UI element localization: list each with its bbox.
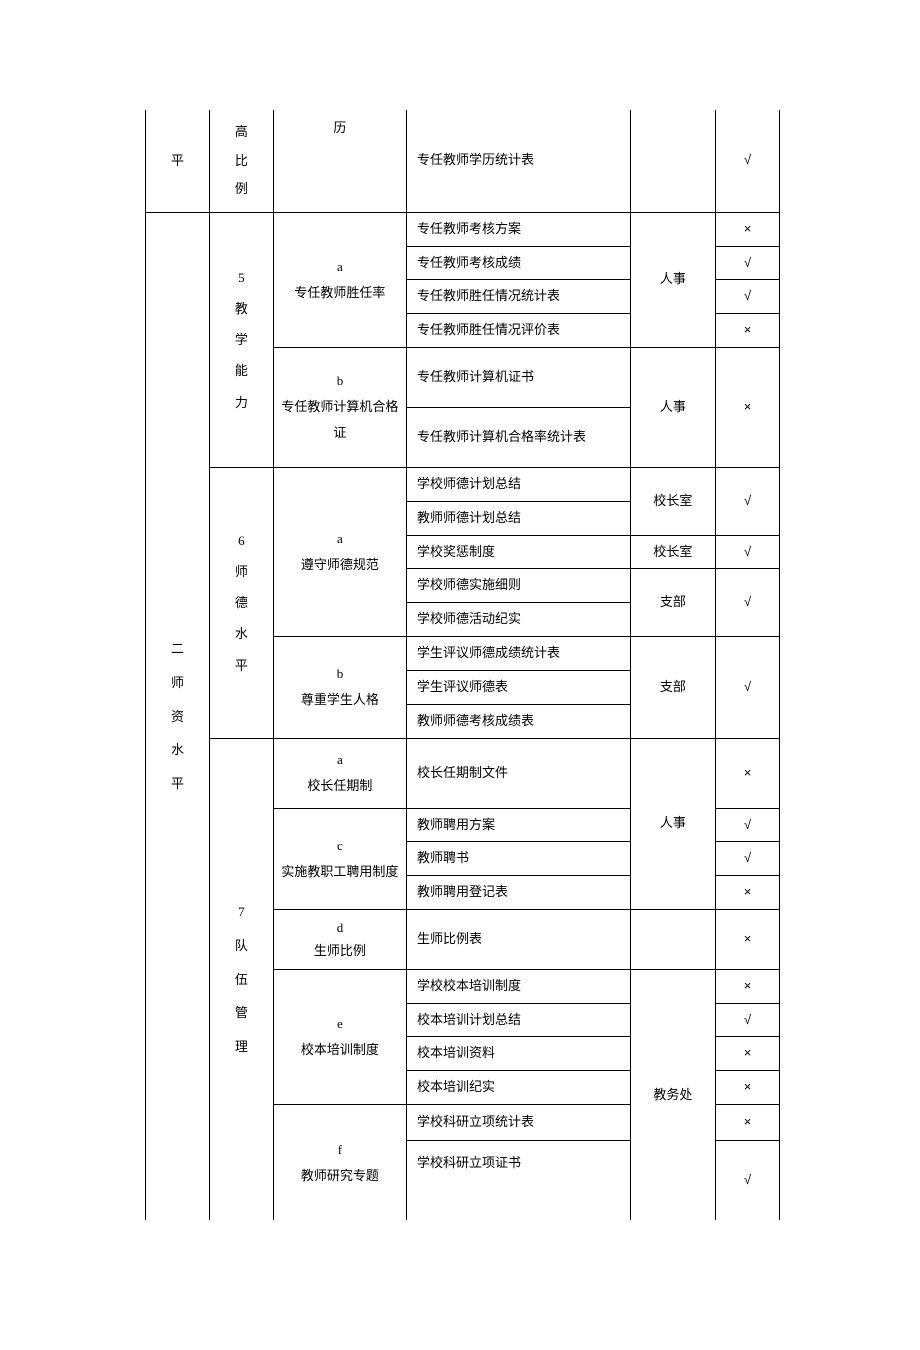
doc-cell: 教师师德计划总结: [407, 501, 631, 535]
doc-cell: 学生评议师德成绩统计表: [407, 637, 631, 671]
doc-cell: 专任教师考核成绩: [407, 246, 631, 280]
section-col1: 二 师 资 水 平: [146, 212, 210, 1220]
indicator-7c: c 实施教职工聘用制度: [273, 808, 406, 909]
doc-cell: 校本培训计划总结: [407, 1003, 631, 1037]
doc-cell: 学校科研立项统计表: [407, 1104, 631, 1140]
doc-cell: 校本培训纪实: [407, 1071, 631, 1105]
dept-cell: 支部: [630, 637, 715, 738]
doc-cell: 校长任期制文件: [407, 738, 631, 808]
mark-cell: √: [716, 467, 780, 535]
doc-cell: 专任教师学历统计表: [407, 110, 631, 212]
table-row: 二 师 资 水 平 5 教 学 能 力 a 专任教师胜任率 专任教师考核方案 人…: [146, 212, 780, 246]
mark-cell: √: [716, 637, 780, 738]
doc-cell: 教师师德考核成绩表: [407, 704, 631, 738]
dept-cell: 人事: [630, 347, 715, 467]
doc-cell: 教师聘书: [407, 842, 631, 876]
mark-cell: ×: [716, 1037, 780, 1071]
dept-cell: 教务处: [630, 969, 715, 1220]
doc-cell: 专任教师胜任情况统计表: [407, 280, 631, 314]
dept-cell: 校长室: [630, 467, 715, 535]
indicator-5b: b 专任教师计算机合格证: [273, 347, 406, 467]
mark-cell: √: [716, 842, 780, 876]
doc-cell: 专任教师胜任情况评价表: [407, 314, 631, 348]
document-page: 平 高 比 例 历 专任教师学历统计表 √ 二 师 资 水 平 5 教 学 能 …: [0, 0, 920, 1350]
doc-cell: 学校奖惩制度: [407, 535, 631, 569]
col3-cell: 历: [273, 110, 406, 212]
mark-cell: ×: [716, 212, 780, 246]
indicator-7d: d 生师比例: [273, 909, 406, 969]
doc-cell: 教师聘用登记表: [407, 876, 631, 910]
dept-cell: [630, 909, 715, 969]
mark-cell: √: [716, 1140, 780, 1220]
table-row: 7 队 伍 管 理 a 校长任期制 校长任期制文件 人事 ×: [146, 738, 780, 808]
indicator-7a: a 校长任期制: [273, 738, 406, 808]
doc-cell: 学校师德实施细则: [407, 569, 631, 603]
mark-cell: ×: [716, 738, 780, 808]
mark-cell: ×: [716, 314, 780, 348]
doc-cell: 学校师德计划总结: [407, 467, 631, 501]
col1-cell: 平: [146, 110, 210, 212]
mark-cell: ×: [716, 969, 780, 1003]
indicator-6b: b 尊重学生人格: [273, 637, 406, 738]
doc-cell: 学生评议师德表: [407, 670, 631, 704]
dept-cell: 人事: [630, 738, 715, 909]
evaluation-table: 平 高 比 例 历 专任教师学历统计表 √ 二 师 资 水 平 5 教 学 能 …: [145, 110, 780, 1220]
mark-cell: ×: [716, 876, 780, 910]
indicator-7e: e 校本培训制度: [273, 969, 406, 1104]
table-row: 6 师 德 水 平 a 遵守师德规范 学校师德计划总结 校长室 √: [146, 467, 780, 501]
col2-cell: 高 比 例: [209, 110, 273, 212]
mark-cell: ×: [716, 1104, 780, 1140]
doc-cell: 学校校本培训制度: [407, 969, 631, 1003]
dept-cell: 校长室: [630, 535, 715, 569]
mark-cell: √: [716, 808, 780, 842]
section-col2-5: 5 教 学 能 力: [209, 212, 273, 467]
mark-cell: √: [716, 535, 780, 569]
doc-cell: 学校科研立项证书: [407, 1140, 631, 1220]
section-col2-6: 6 师 德 水 平: [209, 467, 273, 738]
doc-cell: 专任教师计算机证书: [407, 347, 631, 407]
dept-cell: 支部: [630, 569, 715, 637]
mark-cell: √: [716, 110, 780, 212]
mark-cell: √: [716, 569, 780, 637]
mark-cell: ×: [716, 1071, 780, 1105]
mark-cell: √: [716, 246, 780, 280]
mark-cell: ×: [716, 909, 780, 969]
mark-cell: √: [716, 1003, 780, 1037]
indicator-7f: f 教师研究专题: [273, 1104, 406, 1220]
dept-cell: 人事: [630, 212, 715, 347]
indicator-5a: a 专任教师胜任率: [273, 212, 406, 347]
doc-cell: 教师聘用方案: [407, 808, 631, 842]
doc-cell: 学校师德活动纪实: [407, 603, 631, 637]
mark-cell: ×: [716, 347, 780, 467]
dept-cell: [630, 110, 715, 212]
table-row: 平 高 比 例 历 专任教师学历统计表 √: [146, 110, 780, 212]
mark-cell: √: [716, 280, 780, 314]
doc-cell: 专任教师考核方案: [407, 212, 631, 246]
section-col2-7: 7 队 伍 管 理: [209, 738, 273, 1220]
indicator-6a: a 遵守师德规范: [273, 467, 406, 636]
doc-cell: 校本培训资料: [407, 1037, 631, 1071]
doc-cell: 生师比例表: [407, 909, 631, 969]
doc-cell: 专任教师计算机合格率统计表: [407, 407, 631, 467]
